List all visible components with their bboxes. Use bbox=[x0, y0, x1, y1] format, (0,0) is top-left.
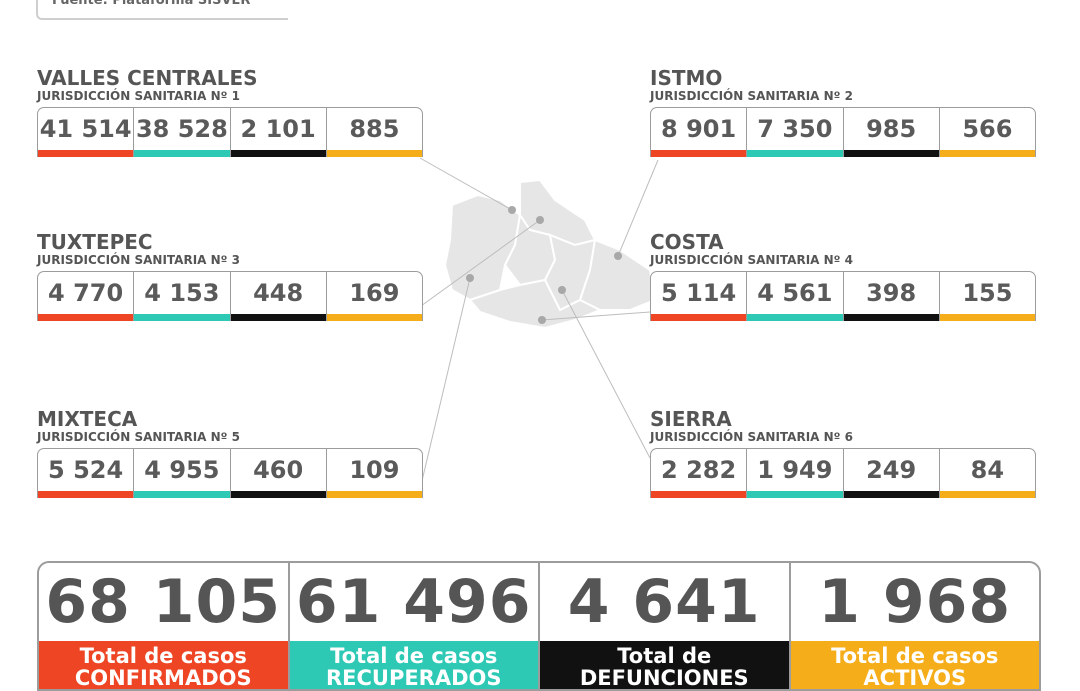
region-name: VALLES CENTRALES bbox=[37, 66, 258, 90]
confirmed-value: 4 770 bbox=[38, 272, 135, 321]
region-jurisdiction: JURISDICCIÓN SANITARIA Nº 3 bbox=[37, 253, 240, 267]
region-jurisdiction: JURISDICCIÓN SANITARIA Nº 4 bbox=[650, 253, 853, 267]
region-values: 8 901 7 350 985 566 bbox=[650, 107, 1036, 157]
deaths-value: 398 bbox=[843, 272, 940, 321]
total-confirmed-label: Total de casos CONFIRMADOS bbox=[39, 641, 288, 689]
label-line-1: Total de bbox=[617, 644, 712, 668]
region-name: TUXTEPEC bbox=[37, 230, 153, 254]
region-jurisdiction: JURISDICCIÓN SANITARIA Nº 6 bbox=[650, 430, 853, 444]
region-name: ISTMO bbox=[650, 66, 723, 90]
confirmed-value: 5 114 bbox=[651, 272, 748, 321]
label-line-2: DEFUNCIONES bbox=[579, 666, 749, 690]
label-line-2: CONFIRMADOS bbox=[74, 666, 252, 690]
oaxaca-map bbox=[419, 157, 659, 486]
deaths-value: 460 bbox=[230, 449, 327, 498]
source-text: Fuente: Plataforma SISVER bbox=[52, 0, 251, 8]
region-name: COSTA bbox=[650, 230, 724, 254]
active-value: 885 bbox=[326, 108, 422, 157]
region-istmo: ISTMO JURISDICCIÓN SANITARIA Nº 2 8 901 … bbox=[650, 67, 1036, 157]
confirmed-value: 41 514 bbox=[38, 108, 135, 157]
total-deaths: 4 641 Total de DEFUNCIONES bbox=[540, 563, 791, 689]
label-line-2: RECUPERADOS bbox=[325, 666, 502, 690]
active-value: 155 bbox=[939, 272, 1035, 321]
label-line-1: Total de casos bbox=[831, 644, 999, 668]
region-jurisdiction: JURISDICCIÓN SANITARIA Nº 5 bbox=[37, 430, 240, 444]
region-values: 5 114 4 561 398 155 bbox=[650, 271, 1036, 321]
source-frame: Fuente: Plataforma SISVER bbox=[36, 0, 288, 20]
region-tuxtepec: TUXTEPEC JURISDICCIÓN SANITARIA Nº 3 4 7… bbox=[37, 231, 423, 321]
total-confirmed: 68 105 Total de casos CONFIRMADOS bbox=[39, 563, 290, 689]
label-line-1: Total de casos bbox=[79, 644, 247, 668]
total-recovered-value: 61 496 bbox=[295, 567, 532, 637]
deaths-value: 2 101 bbox=[230, 108, 327, 157]
confirmed-value: 8 901 bbox=[651, 108, 748, 157]
map-region-istmo bbox=[578, 238, 657, 311]
region-mixteca: MIXTECA JURISDICCIÓN SANITARIA Nº 5 5 52… bbox=[37, 408, 423, 498]
active-value: 109 bbox=[326, 449, 422, 498]
recovered-value: 38 528 bbox=[134, 108, 231, 157]
active-value: 566 bbox=[939, 108, 1035, 157]
region-name: SIERRA bbox=[650, 407, 732, 431]
deaths-value: 985 bbox=[843, 108, 940, 157]
label-line-2: ACTIVOS bbox=[863, 666, 967, 690]
region-jurisdiction: JURISDICCIÓN SANITARIA Nº 2 bbox=[650, 89, 853, 103]
deaths-value: 249 bbox=[843, 449, 940, 498]
region-jurisdiction: JURISDICCIÓN SANITARIA Nº 1 bbox=[37, 89, 240, 103]
active-value: 169 bbox=[326, 272, 422, 321]
region-name: MIXTECA bbox=[37, 407, 138, 431]
label-line-1: Total de casos bbox=[330, 644, 498, 668]
region-sierra: SIERRA JURISDICCIÓN SANITARIA Nº 6 2 282… bbox=[650, 408, 1036, 498]
active-value: 84 bbox=[939, 449, 1035, 498]
region-values: 4 770 4 153 448 169 bbox=[37, 271, 423, 321]
map-region-mixteca bbox=[443, 193, 522, 302]
recovered-value: 4 153 bbox=[134, 272, 231, 321]
total-active-value: 1 968 bbox=[818, 567, 1012, 637]
total-active: 1 968 Total de casos ACTIVOS bbox=[790, 563, 1039, 690]
region-costa: COSTA JURISDICCIÓN SANITARIA Nº 4 5 114 … bbox=[650, 231, 1036, 321]
recovered-value: 4 561 bbox=[747, 272, 844, 321]
totals-panel: 68 105 Total de casos CONFIRMADOS 61 496… bbox=[37, 561, 1041, 691]
confirmed-value: 5 524 bbox=[38, 449, 135, 498]
region-valles-centrales: VALLES CENTRALES JURISDICCIÓN SANITARIA … bbox=[37, 67, 423, 157]
deaths-value: 448 bbox=[230, 272, 327, 321]
total-confirmed-value: 68 105 bbox=[45, 567, 282, 637]
confirmed-value: 2 282 bbox=[651, 449, 748, 498]
region-values: 2 282 1 949 249 84 bbox=[650, 448, 1036, 498]
total-deaths-label: Total de DEFUNCIONES bbox=[540, 641, 789, 689]
recovered-value: 7 350 bbox=[747, 108, 844, 157]
region-values: 41 514 38 528 2 101 885 bbox=[37, 107, 423, 157]
recovered-value: 4 955 bbox=[134, 449, 231, 498]
total-deaths-value: 4 641 bbox=[567, 567, 761, 637]
map-region-costa bbox=[468, 278, 603, 330]
total-recovered: 61 496 Total de casos RECUPERADOS bbox=[289, 563, 540, 690]
total-recovered-label: Total de casos RECUPERADOS bbox=[289, 641, 538, 690]
region-values: 5 524 4 955 460 109 bbox=[37, 448, 423, 498]
total-active-label: Total de casos ACTIVOS bbox=[790, 641, 1039, 690]
recovered-value: 1 949 bbox=[747, 449, 844, 498]
